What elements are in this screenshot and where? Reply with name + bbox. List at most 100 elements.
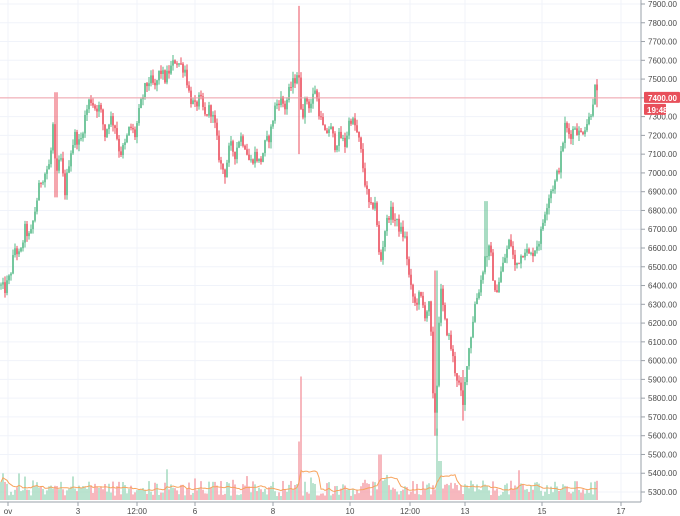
candle[interactable] [226, 159, 228, 178]
candle[interactable] [504, 253, 506, 263]
candle[interactable] [374, 196, 376, 211]
candle[interactable] [228, 142, 230, 167]
candle[interactable] [524, 248, 526, 261]
candle[interactable] [78, 134, 80, 152]
candle[interactable] [388, 216, 390, 224]
candle[interactable] [424, 301, 426, 322]
candle[interactable] [594, 84, 596, 105]
candle[interactable] [242, 134, 244, 148]
candle[interactable] [230, 136, 232, 151]
candle[interactable] [294, 74, 296, 88]
candle[interactable] [530, 251, 532, 256]
candle[interactable] [34, 206, 36, 223]
candle[interactable] [164, 69, 166, 84]
candle[interactable] [432, 326, 434, 399]
candle[interactable] [554, 179, 556, 194]
candle[interactable] [188, 81, 190, 93]
candle[interactable] [114, 124, 116, 134]
candle[interactable] [224, 168, 226, 184]
candle[interactable] [176, 61, 178, 68]
candle[interactable] [82, 131, 84, 142]
candle[interactable] [152, 69, 154, 85]
candle[interactable] [266, 130, 268, 142]
candle[interactable] [298, 5, 300, 155]
candle[interactable] [318, 92, 320, 120]
candle[interactable] [240, 132, 242, 147]
candle[interactable] [314, 85, 316, 95]
candle[interactable] [274, 102, 276, 124]
candle[interactable] [276, 99, 278, 110]
candle[interactable] [268, 134, 270, 149]
candle[interactable] [104, 124, 106, 142]
candle[interactable] [352, 116, 354, 126]
candle[interactable] [106, 128, 108, 138]
candle[interactable] [238, 140, 240, 149]
candle[interactable] [234, 151, 236, 165]
candle[interactable] [514, 249, 516, 271]
candle[interactable] [534, 250, 536, 257]
candle[interactable] [420, 291, 422, 298]
candle[interactable] [148, 76, 150, 91]
candle[interactable] [556, 169, 558, 182]
candle[interactable] [500, 266, 502, 284]
candle[interactable] [520, 254, 522, 269]
candle[interactable] [354, 113, 356, 131]
candle[interactable] [96, 105, 98, 118]
candle[interactable] [172, 54, 174, 71]
candle[interactable] [98, 101, 100, 117]
candle[interactable] [170, 60, 172, 75]
candle[interactable] [316, 88, 318, 102]
candle[interactable] [444, 302, 446, 321]
candle[interactable] [492, 249, 494, 281]
candle[interactable] [118, 135, 120, 158]
candle[interactable] [248, 148, 250, 161]
candle[interactable] [120, 146, 122, 158]
candle[interactable] [86, 104, 88, 121]
candle[interactable] [64, 169, 66, 200]
candle[interactable] [42, 180, 44, 186]
candle[interactable] [182, 62, 184, 78]
candle[interactable] [450, 330, 452, 351]
candle[interactable] [244, 144, 246, 151]
candle[interactable] [490, 242, 492, 257]
candle[interactable] [344, 132, 346, 153]
candle[interactable] [258, 158, 260, 163]
candle[interactable] [472, 316, 474, 339]
candle[interactable] [382, 240, 384, 265]
candle[interactable] [2, 277, 4, 289]
candle[interactable] [180, 57, 182, 66]
candle[interactable] [448, 332, 450, 341]
candle[interactable] [566, 121, 568, 133]
candle[interactable] [398, 214, 400, 237]
candle[interactable] [38, 180, 40, 201]
candle[interactable] [330, 122, 332, 130]
candle[interactable] [466, 366, 468, 386]
candle[interactable] [366, 181, 368, 195]
candle[interactable] [66, 168, 68, 200]
candle[interactable] [246, 143, 248, 156]
candle[interactable] [322, 113, 324, 126]
candle[interactable] [222, 163, 224, 174]
candle[interactable] [296, 72, 298, 85]
candle[interactable] [202, 92, 204, 111]
candle[interactable] [260, 156, 262, 165]
candle[interactable] [564, 116, 566, 149]
candle[interactable] [108, 123, 110, 135]
candle[interactable] [84, 110, 86, 138]
candle[interactable] [580, 127, 582, 133]
candle[interactable] [150, 70, 152, 87]
candle[interactable] [256, 148, 258, 163]
candle[interactable] [62, 151, 64, 177]
candle[interactable] [74, 129, 76, 148]
candle[interactable] [376, 201, 378, 227]
candle[interactable] [72, 139, 74, 155]
candle[interactable] [406, 231, 408, 266]
candle[interactable] [586, 119, 588, 133]
candle[interactable] [136, 121, 138, 144]
candle[interactable] [218, 130, 220, 163]
candle[interactable] [588, 112, 590, 126]
candle[interactable] [32, 220, 34, 234]
candle[interactable] [216, 118, 218, 140]
candle[interactable] [544, 211, 546, 226]
